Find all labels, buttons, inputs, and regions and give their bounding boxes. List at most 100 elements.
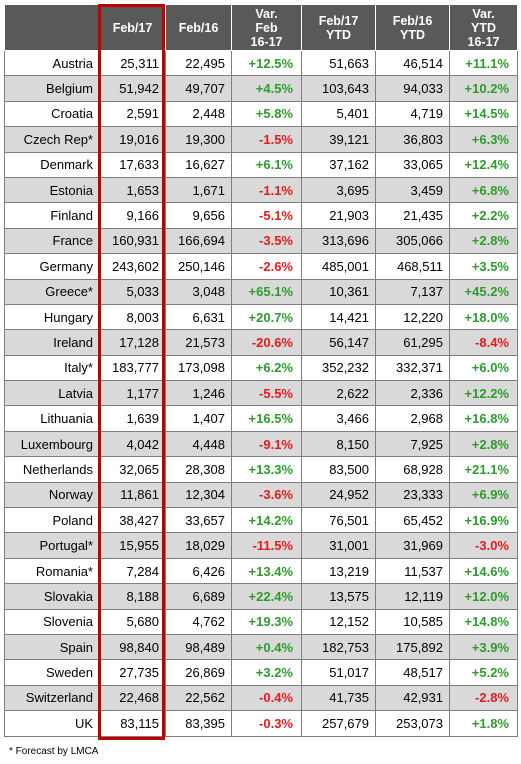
var-feb-cell: -20.6% — [231, 329, 302, 356]
table-row: Slovenia 5,680 4,762 +19.3% 12,152 10,585 +14.… — [4, 608, 518, 635]
table-row: Netherlands 32,065 28,308 +13.3% 83,500 68,92… — [4, 456, 518, 483]
var-ytd-cell: +14.5% — [449, 100, 518, 128]
feb17-ytd-cell: 21,903 — [301, 202, 376, 229]
var-feb-cell: -11.5% — [231, 532, 302, 559]
country-cell: Poland — [4, 507, 100, 534]
feb17-cell: 32,065 — [99, 456, 166, 483]
feb17-cell: 27,735 — [99, 659, 166, 686]
feb16-cell: 6,689 — [165, 583, 232, 610]
var-ytd-cell: +21.1% — [449, 456, 518, 483]
country-cell: Ireland — [4, 329, 100, 356]
var-feb-cell: -0.4% — [231, 684, 302, 712]
feb16-ytd-cell: 10,585 — [375, 608, 450, 635]
table-row: Croatia 2,591 2,448 +5.8% 5,401 4,719 +14.5% — [4, 100, 518, 128]
var-feb-cell: +5.8% — [231, 100, 302, 128]
table-row: Germany 243,602 250,146 -2.6% 485,001 468,511… — [4, 253, 518, 280]
feb17-ytd-cell: 12,152 — [301, 608, 376, 635]
var-feb-cell: -1.1% — [231, 176, 302, 204]
country-cell: Slovakia — [4, 583, 100, 610]
feb17-ytd-cell: 41,735 — [301, 684, 376, 712]
var-feb-cell: +6.1% — [231, 151, 302, 178]
var-ytd-cell: +2.8% — [449, 227, 518, 255]
table-row: Italy* 183,777 173,098 +6.2% 352,232 332,371 +… — [4, 354, 518, 382]
feb16-ytd-cell: 7,137 — [375, 278, 450, 305]
feb17-ytd-cell: 352,232 — [301, 354, 376, 382]
var-feb-cell: +12.5% — [231, 49, 302, 77]
var-ytd-cell: +6.8% — [449, 176, 518, 204]
feb17-ytd-cell: 51,017 — [301, 659, 376, 686]
feb17-ytd-cell: 257,679 — [301, 710, 376, 737]
feb16-cell: 12,304 — [165, 481, 232, 509]
feb17-cell: 9,166 — [99, 202, 166, 229]
var-feb-cell: +13.3% — [231, 456, 302, 483]
var-ytd-cell: +6.9% — [449, 481, 518, 509]
table-body: Austria 25,311 22,495 +12.5% 51,663 46,514 +11… — [4, 49, 518, 737]
country-cell: Germany — [4, 253, 100, 280]
header-row: Feb/17 Feb/16 Var. Feb 16-17 Feb/17 YTD Feb/16 Y… — [4, 4, 518, 51]
var-ytd-cell: +18.0% — [449, 303, 518, 331]
header-line: Feb/17 — [318, 13, 359, 28]
feb17-cell: 8,003 — [99, 303, 166, 331]
feb17-cell: 2,591 — [99, 100, 166, 128]
feb17-ytd-cell: 39,121 — [301, 126, 376, 153]
feb16-ytd-cell: 253,073 — [375, 710, 450, 737]
feb17-ytd-cell: 103,643 — [301, 75, 376, 102]
feb16-cell: 22,495 — [165, 49, 232, 77]
country-cell: Latvia — [4, 380, 100, 407]
feb16-cell: 9,656 — [165, 202, 232, 229]
feb16-cell: 26,869 — [165, 659, 232, 686]
var-ytd-cell: -3.0% — [449, 532, 518, 559]
feb17-cell: 25,311 — [99, 49, 166, 77]
feb17-cell: 11,861 — [99, 481, 166, 509]
table-row: Lithuania 1,639 1,407 +16.5% 3,466 2,968 +16.8… — [4, 405, 518, 432]
feb17-ytd-cell: 31,001 — [301, 532, 376, 559]
feb16-cell: 19,300 — [165, 126, 232, 153]
feb16-ytd-cell: 2,968 — [375, 405, 450, 432]
feb17-cell: 51,942 — [99, 75, 166, 102]
country-cell: Portugal* — [4, 532, 100, 559]
var-ytd-cell: +14.8% — [449, 608, 518, 635]
feb16-ytd-cell: 305,066 — [375, 227, 450, 255]
feb16-ytd-cell: 468,511 — [375, 253, 450, 280]
feb16-cell: 49,707 — [165, 75, 232, 102]
header-line: 16-17 — [250, 34, 283, 49]
feb16-ytd-cell: 11,537 — [375, 557, 450, 585]
feb16-ytd-cell: 31,969 — [375, 532, 450, 559]
header-line: YTD — [326, 27, 351, 42]
feb16-cell: 3,048 — [165, 278, 232, 305]
country-cell: Romania* — [4, 557, 100, 585]
feb16-cell: 6,426 — [165, 557, 232, 585]
country-cell: Czech Rep* — [4, 126, 100, 153]
country-cell: Belgium — [4, 75, 100, 102]
feb16-ytd-cell: 332,371 — [375, 354, 450, 382]
feb17-cell: 17,128 — [99, 329, 166, 356]
table-row: Denmark 17,633 16,627 +6.1% 37,162 33,065 +12.… — [4, 151, 518, 178]
header-line: 16-17 — [467, 34, 500, 49]
feb16-ytd-cell: 48,517 — [375, 659, 450, 686]
sales-table-container: Feb/17 Feb/16 Var. Feb 16-17 Feb/17 YTD Feb/16 Y… — [4, 4, 518, 737]
feb17-ytd-cell: 13,219 — [301, 557, 376, 585]
table-row: Switzerland 22,468 22,562 -0.4% 41,735 42,931… — [4, 684, 518, 712]
table-row: Greece* 5,033 3,048 +65.1% 10,361 7,137 +45.2% — [4, 278, 518, 305]
var-feb-cell: -2.6% — [231, 253, 302, 280]
country-cell: UK — [4, 710, 100, 737]
feb16-ytd-cell: 175,892 — [375, 633, 450, 661]
country-cell: Netherlands — [4, 456, 100, 483]
header-var-ytd: Var. YTD 16-17 — [449, 4, 518, 51]
feb16-ytd-cell: 68,928 — [375, 456, 450, 483]
var-feb-cell: -5.1% — [231, 202, 302, 229]
var-feb-cell: +20.7% — [231, 303, 302, 331]
country-cell: Norway — [4, 481, 100, 509]
var-ytd-cell: -8.4% — [449, 329, 518, 356]
feb16-cell: 250,146 — [165, 253, 232, 280]
country-cell: Hungary — [4, 303, 100, 331]
feb16-cell: 6,631 — [165, 303, 232, 331]
feb16-ytd-cell: 46,514 — [375, 49, 450, 77]
table-row: Poland 38,427 33,657 +14.2% 76,501 65,452 +16.… — [4, 507, 518, 534]
table-row: Belgium 51,942 49,707 +4.5% 103,643 94,033 +10… — [4, 75, 518, 102]
country-cell: Austria — [4, 49, 100, 77]
table-row: Hungary 8,003 6,631 +20.7% 14,421 12,220 +18.0… — [4, 303, 518, 331]
country-cell: Estonia — [4, 176, 100, 204]
feb17-ytd-cell: 76,501 — [301, 507, 376, 534]
table-row: Slovakia 8,188 6,689 +22.4% 13,575 12,119 +12.… — [4, 583, 518, 610]
